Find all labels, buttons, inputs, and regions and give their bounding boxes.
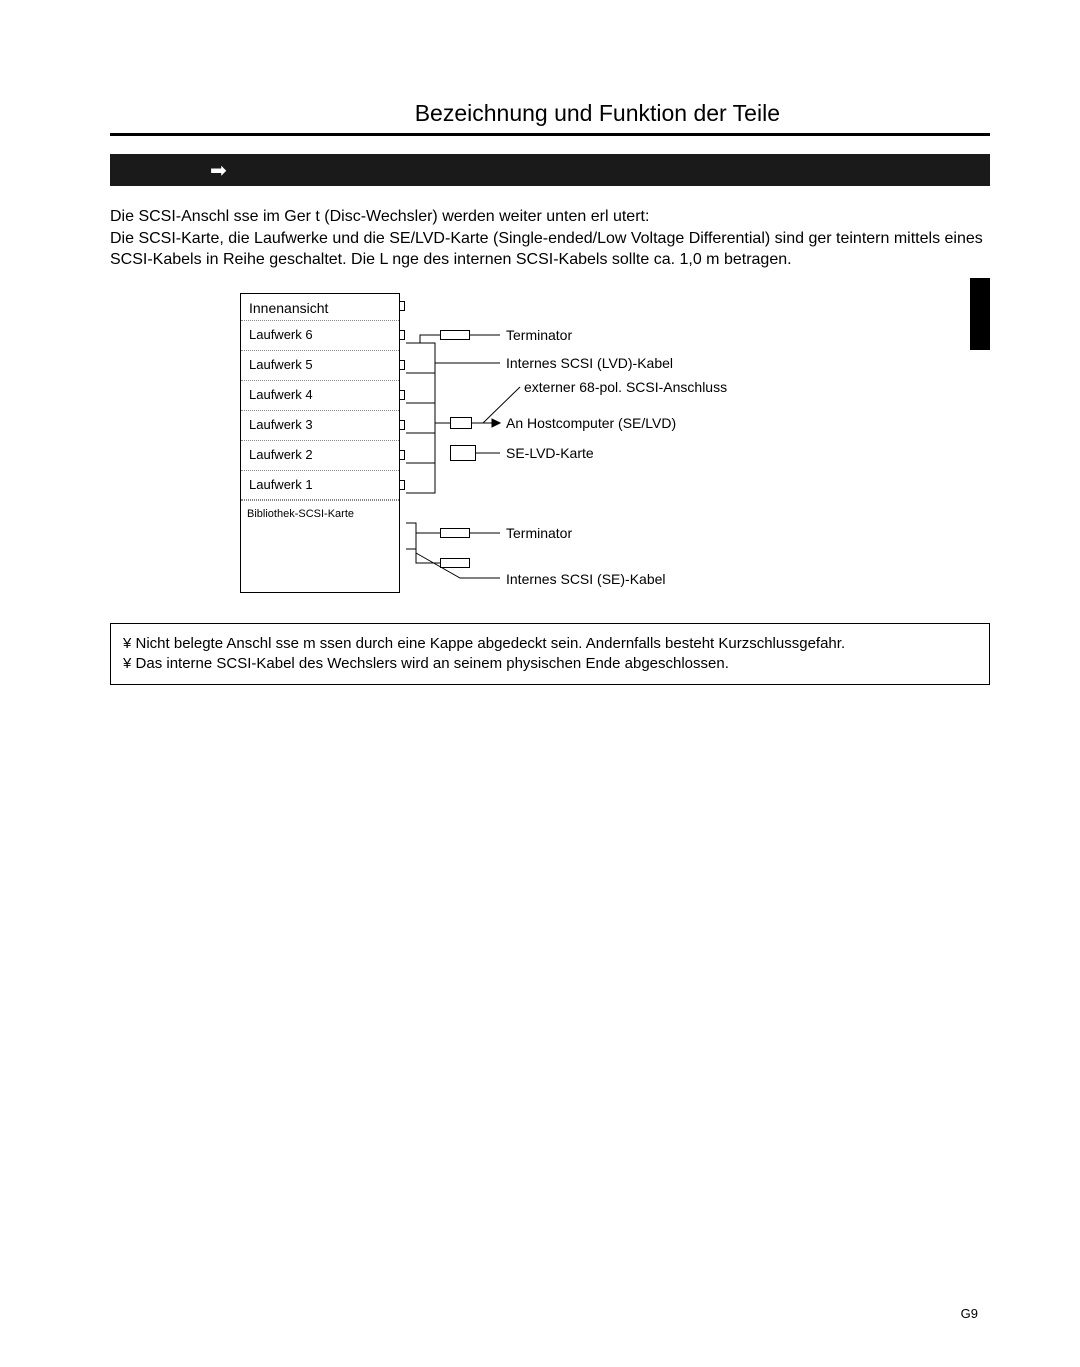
section-bar: ➡: [110, 154, 990, 186]
lib-card-label: Bibliothek-SCSI-Karte: [247, 508, 354, 520]
body-p2: Die SCSI-Karte, die Laufwerke und die SE…: [110, 228, 990, 271]
note2-text: Das interne SCSI-Kabel des Wechslers wir…: [136, 655, 729, 672]
label-se-lvd-card: SE-LVD-Karte: [506, 445, 594, 461]
connector-icon: [399, 480, 405, 490]
label-internal-se: Internes SCSI (SE)-Kabel: [506, 571, 666, 587]
drive-row-3: Laufwerk 3: [241, 410, 399, 440]
label-host: An Hostcomputer (SE/LVD): [506, 415, 676, 431]
inner-view-title: Innenansicht: [241, 294, 399, 320]
drive-row-6: Laufwerk 6: [241, 320, 399, 350]
drive3-label: Laufwerk 3: [249, 417, 313, 432]
side-tab: [970, 278, 990, 350]
terminator-bot-icon: [440, 528, 470, 538]
connector-icon: [399, 390, 405, 400]
body-paragraphs: Die SCSI-Anschl sse im Ger t (Disc-Wechs…: [110, 206, 990, 271]
page-number: G9: [961, 1306, 978, 1321]
drive2-label: Laufwerk 2: [249, 447, 313, 462]
connector-icon: [399, 330, 405, 340]
inner-box: Innenansicht Laufwerk 6 Laufwerk 5 Laufw…: [240, 293, 400, 593]
lib-scsi-row: Bibliothek-SCSI-Karte: [241, 500, 399, 525]
drive-row-5: Laufwerk 5: [241, 350, 399, 380]
note-1: ¥ Nicht belegte Anschl sse m ssen durch …: [123, 634, 977, 654]
drive-row-1: Laufwerk 1: [241, 470, 399, 500]
label-internal-lvd: Internes SCSI (LVD)-Kabel: [506, 355, 673, 371]
se-end-icon: [440, 558, 470, 568]
terminator-top-icon: [440, 330, 470, 340]
drive6-label: Laufwerk 6: [249, 327, 313, 342]
se-lvd-card-icon: [450, 445, 476, 461]
drive4-label: Laufwerk 4: [249, 387, 313, 402]
drive5-label: Laufwerk 5: [249, 357, 313, 372]
drive1-label: Laufwerk 1: [249, 477, 313, 492]
label-ext68: externer 68-pol. SCSI-Anschluss: [524, 379, 727, 395]
notes-box: ¥ Nicht belegte Anschl sse m ssen durch …: [110, 623, 990, 686]
drive-row-4: Laufwerk 4: [241, 380, 399, 410]
body-p1: Die SCSI-Anschl sse im Ger t (Disc-Wechs…: [110, 206, 990, 228]
connector-icon: [399, 420, 405, 430]
arrow-right-icon: ➡: [210, 158, 227, 183]
ext-port-icon: [450, 417, 472, 429]
label-terminator-top: Terminator: [506, 327, 572, 343]
connector-icon: [399, 360, 405, 370]
note1-text: Nicht belegte Anschl sse m ssen durch ei…: [136, 635, 846, 652]
page-title: Bezeichnung und Funktion der Teile: [110, 100, 990, 133]
scsi-diagram: Innenansicht Laufwerk 6 Laufwerk 5 Laufw…: [240, 293, 860, 593]
label-terminator-bot: Terminator: [506, 525, 572, 541]
note-2: ¥ Das interne SCSI-Kabel des Wechslers w…: [123, 654, 977, 674]
connector-icon: [399, 301, 405, 311]
drive-row-2: Laufwerk 2: [241, 440, 399, 470]
connector-icon: [399, 450, 405, 460]
